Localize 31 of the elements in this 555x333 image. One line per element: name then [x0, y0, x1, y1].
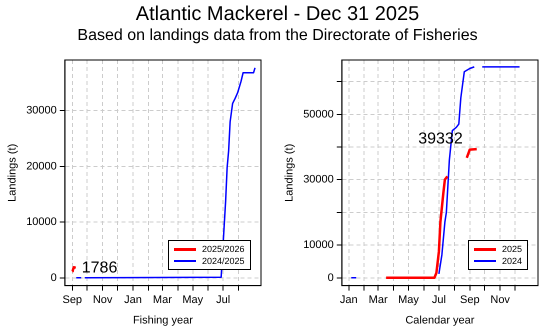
y-tick-label: 50000	[303, 108, 334, 120]
chart-title: Atlantic Mackerel - Dec 31 2025	[134, 2, 420, 26]
y-axis-title: Landings (t)	[284, 144, 296, 202]
x-axis-title: Fishing year	[132, 314, 194, 326]
x-tick-label: Jan	[124, 294, 142, 306]
x-tick-label: Jul	[216, 294, 230, 306]
x-tick-label: May	[398, 294, 420, 306]
legend-label: 2025	[502, 244, 522, 254]
x-tick-label: Mar	[368, 294, 388, 306]
x-axis-title: Calendar year	[405, 314, 475, 326]
chart-subtitle: Based on landings data from the Directorate of Fisheries	[76, 26, 479, 46]
x-tick-label: Jan	[340, 294, 358, 306]
y-tick-label: 10000	[26, 216, 57, 228]
x-tick-label: May	[182, 294, 204, 306]
y-tick-label: 30000	[303, 174, 334, 186]
y-tick-label: 10000	[303, 239, 334, 252]
y-tick-label: 20000	[26, 160, 57, 172]
annotation: 1786	[82, 259, 118, 276]
legend-label: 2025/2026	[202, 244, 245, 254]
x-tick-label: Sep	[460, 294, 480, 306]
x-tick-label: Nov	[92, 294, 113, 306]
x-tick-label: Sep	[62, 294, 82, 306]
x-tick-label: Nov	[490, 294, 510, 306]
legend-label: 2024	[502, 256, 522, 266]
y-tick-label: 0	[328, 272, 334, 284]
y-tick-label: 30000	[26, 104, 57, 117]
legend-label: 2024/2025	[202, 256, 245, 266]
y-tick-label: 0	[50, 272, 57, 284]
x-tick-label: Mar	[152, 294, 172, 306]
x-tick-label: Jul	[432, 294, 446, 306]
y-axis-title: Landings (t)	[6, 144, 19, 202]
